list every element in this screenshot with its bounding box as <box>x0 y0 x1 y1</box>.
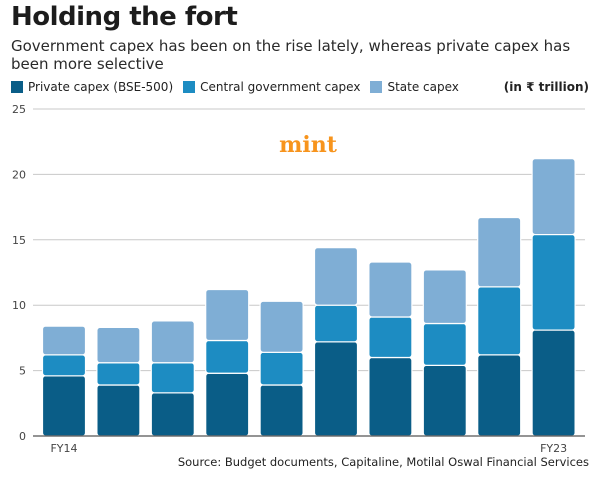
bar-fy18-private-capex-bse-500 <box>259 384 304 437</box>
bar-fy23-central-government-capex <box>531 233 576 331</box>
bar-fy22-central-government-capex <box>477 286 522 356</box>
bar-fy17-private-capex-bse-500 <box>205 372 250 437</box>
unit-label: (in ₹ trillion) <box>503 80 589 94</box>
bars <box>41 158 576 437</box>
bar-fy17-central-government-capex <box>205 339 250 374</box>
bar-fy23-private-capex-bse-500 <box>531 329 576 437</box>
bar-fy19-private-capex-bse-500 <box>313 341 359 437</box>
legend-swatch-private <box>11 81 23 93</box>
bar-fy14-central-government-capex <box>41 354 87 377</box>
chart-subtitle: Government capex has been on the rise la… <box>11 37 571 73</box>
bar-fy16-central-government-capex <box>150 362 195 394</box>
bar-fy18-state-capex <box>259 300 304 353</box>
bar-fy21-state-capex <box>422 269 467 325</box>
bar-fy22-state-capex <box>477 216 522 288</box>
y-tick-label: 20 <box>12 168 26 181</box>
y-tick-label: 10 <box>12 299 26 312</box>
bar-fy21-private-capex-bse-500 <box>422 364 467 437</box>
legend-item-central: Central government capex <box>183 80 360 94</box>
legend-label-private: Private capex (BSE-500) <box>28 80 174 94</box>
bar-fy17-state-capex <box>205 288 250 342</box>
x-tick-label: FY23 <box>540 442 567 455</box>
source-note: Source: Budget documents, Capitaline, Mo… <box>177 455 589 469</box>
bar-fy15-central-government-capex <box>96 362 141 386</box>
bar-fy15-state-capex <box>96 326 141 364</box>
y-tick-label: 25 <box>12 103 26 116</box>
bar-fy14-state-capex <box>41 325 87 356</box>
bar-fy19-central-government-capex <box>313 304 359 343</box>
bar-fy19-state-capex <box>313 247 359 306</box>
bar-fy22-private-capex-bse-500 <box>477 354 522 437</box>
bar-fy23-state-capex <box>531 158 576 236</box>
bar-fy16-private-capex-bse-500 <box>150 392 195 437</box>
mint-logo: mint <box>279 132 338 158</box>
bar-fy15-private-capex-bse-500 <box>96 384 141 437</box>
bar-fy20-private-capex-bse-500 <box>368 356 413 437</box>
bar-fy14-private-capex-bse-500 <box>41 375 87 437</box>
legend-item-private: Private capex (BSE-500) <box>11 80 173 94</box>
bar-fy18-central-government-capex <box>259 351 304 386</box>
x-tick-label: FY14 <box>50 442 77 455</box>
chart-title: Holding the fort <box>11 2 238 32</box>
legend: Private capex (BSE-500) Central governme… <box>11 80 469 94</box>
legend-swatch-state <box>370 81 383 93</box>
legend-item-state: State capex <box>370 80 459 94</box>
legend-label-central: Central government capex <box>200 80 361 94</box>
y-tick-label: 5 <box>19 365 26 378</box>
bar-fy21-central-government-capex <box>422 322 467 366</box>
legend-label-state: State capex <box>387 80 459 94</box>
legend-swatch-central <box>183 81 196 93</box>
bar-fy20-state-capex <box>368 261 413 318</box>
bar-fy20-central-government-capex <box>368 316 413 359</box>
y-tick-label: 0 <box>19 430 26 443</box>
axes: 0 5 10 15 20 25 FY14 FY23 <box>12 103 585 455</box>
y-tick-label: 15 <box>12 234 26 247</box>
bar-fy16-state-capex <box>150 320 195 364</box>
